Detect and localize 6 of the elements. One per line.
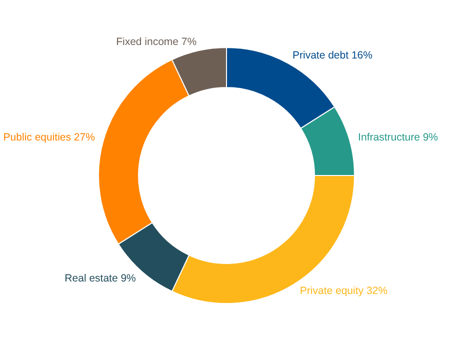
slice-label: Private equity 32%	[300, 285, 388, 298]
slice-label: Public equities 27%	[3, 131, 95, 144]
slice-label: Private debt 16%	[292, 49, 372, 62]
slice-label: Infrastructure 9%	[358, 131, 438, 144]
slice-label: Real estate 9%	[64, 272, 136, 284]
slice-label: Fixed income 7%	[116, 36, 197, 48]
